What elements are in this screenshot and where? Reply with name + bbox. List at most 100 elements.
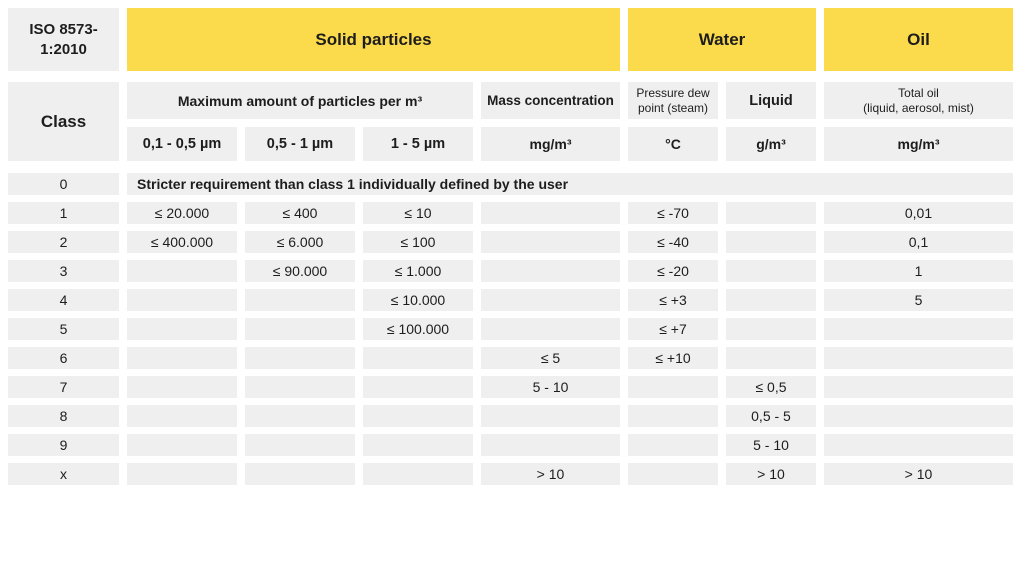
value-cell (245, 376, 355, 398)
value-cell (245, 318, 355, 340)
unit-mass-concentration: mg/m³ (481, 127, 620, 161)
value-cell (824, 405, 1013, 427)
class-cell-2: 2 (8, 231, 119, 253)
dew-point-header-line2: point (steam) (637, 100, 709, 115)
unit-liquid: g/m³ (726, 127, 816, 161)
value-cell (726, 289, 816, 311)
iso-standard-line2: 1:2010 (40, 40, 87, 58)
class-cell-x: x (8, 463, 119, 485)
value-cell: ≤ 10.000 (363, 289, 473, 311)
value-cell: 0,5 - 5 (726, 405, 816, 427)
value-cell: ≤ 90.000 (245, 260, 355, 282)
value-cell (363, 405, 473, 427)
value-cell (628, 376, 718, 398)
value-cell: ≤ -40 (628, 231, 718, 253)
particle-range-header-3: 1 - 5 µm (363, 127, 473, 161)
value-cell: ≤ 10 (363, 202, 473, 224)
total-oil-header-line2: (liquid, aerosol, mist) (863, 100, 974, 115)
value-cell (127, 434, 237, 456)
particle-range-header-1: 0,1 - 0,5 µm (127, 127, 237, 161)
value-cell (628, 434, 718, 456)
value-cell: ≤ 100 (363, 231, 473, 253)
value-cell (363, 434, 473, 456)
value-cell (481, 434, 620, 456)
dew-point-header: Pressure dew point (steam) (628, 82, 718, 119)
class-cell-6: 6 (8, 347, 119, 369)
value-cell (245, 347, 355, 369)
group-header-oil: Oil (824, 8, 1013, 71)
value-cell (824, 434, 1013, 456)
value-cell (481, 289, 620, 311)
value-cell: 5 - 10 (481, 376, 620, 398)
value-cell (726, 318, 816, 340)
class-column-header: Class (8, 82, 119, 161)
value-cell: ≤ 5 (481, 347, 620, 369)
value-cell (363, 347, 473, 369)
value-cell (245, 289, 355, 311)
class-cell-5: 5 (8, 318, 119, 340)
class-cell-8: 8 (8, 405, 119, 427)
value-cell (127, 289, 237, 311)
iso-standard-line1: ISO 8573- (29, 21, 98, 38)
value-cell: ≤ -70 (628, 202, 718, 224)
mass-concentration-header: Mass concentration (481, 82, 620, 119)
value-cell (127, 318, 237, 340)
value-cell (245, 434, 355, 456)
value-cell: ≤ 0,5 (726, 376, 816, 398)
value-cell (481, 202, 620, 224)
class0-note-cell: Stricter requirement than class 1 indivi… (127, 173, 1013, 195)
value-cell (127, 260, 237, 282)
value-cell: 0,01 (824, 202, 1013, 224)
dew-point-header-line1: Pressure dew (636, 86, 710, 101)
value-cell: ≤ 400 (245, 202, 355, 224)
value-cell (127, 405, 237, 427)
value-cell (628, 405, 718, 427)
value-cell: ≤ 20.000 (127, 202, 237, 224)
unit-dew-point: °C (628, 127, 718, 161)
iso-standard-label: ISO 8573- 1:2010 (8, 8, 119, 71)
unit-oil: mg/m³ (824, 127, 1013, 161)
class-cell-1: 1 (8, 202, 119, 224)
value-cell: ≤ -20 (628, 260, 718, 282)
value-cell: ≤ 100.000 (363, 318, 473, 340)
value-cell (481, 231, 620, 253)
value-cell: > 10 (481, 463, 620, 485)
value-cell (726, 202, 816, 224)
value-cell: > 10 (726, 463, 816, 485)
group-header-water: Water (628, 8, 816, 71)
value-cell (245, 463, 355, 485)
value-cell (726, 231, 816, 253)
value-cell: ≤ 6.000 (245, 231, 355, 253)
class-cell-9: 9 (8, 434, 119, 456)
iso-purity-class-table: ISO 8573- 1:2010 Solid particles Water O… (8, 8, 1013, 485)
particles-amount-header: Maximum amount of particles per m³ (127, 82, 473, 119)
total-oil-header-line1: Total oil (898, 86, 939, 101)
value-cell (481, 318, 620, 340)
value-cell: 5 (824, 289, 1013, 311)
value-cell (481, 260, 620, 282)
value-cell (127, 347, 237, 369)
class-cell-0: 0 (8, 173, 119, 195)
class-cell-7: 7 (8, 376, 119, 398)
value-cell (824, 318, 1013, 340)
value-cell (481, 405, 620, 427)
value-cell: 0,1 (824, 231, 1013, 253)
class-cell-4: 4 (8, 289, 119, 311)
value-cell (726, 260, 816, 282)
group-header-solid-particles: Solid particles (127, 8, 620, 71)
value-cell (127, 376, 237, 398)
class-cell-3: 3 (8, 260, 119, 282)
value-cell: ≤ 400.000 (127, 231, 237, 253)
value-cell (628, 463, 718, 485)
value-cell: 5 - 10 (726, 434, 816, 456)
value-cell (363, 376, 473, 398)
value-cell: ≤ +10 (628, 347, 718, 369)
value-cell (824, 347, 1013, 369)
liquid-header: Liquid (726, 82, 816, 119)
value-cell (363, 463, 473, 485)
value-cell: > 10 (824, 463, 1013, 485)
value-cell (127, 463, 237, 485)
value-cell (245, 405, 355, 427)
total-oil-header: Total oil (liquid, aerosol, mist) (824, 82, 1013, 119)
